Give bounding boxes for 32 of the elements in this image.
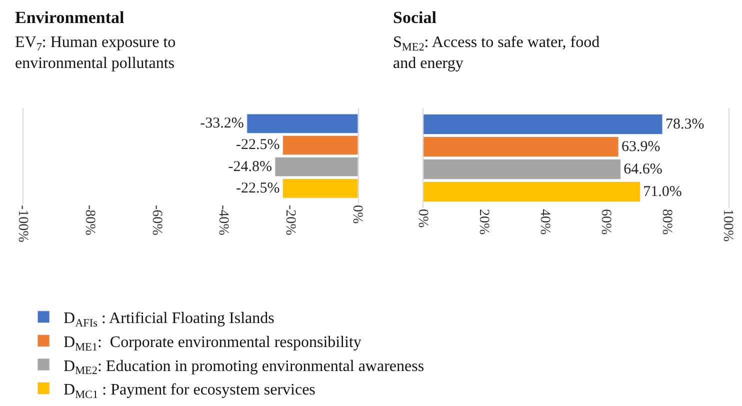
chart-subtitle: S$_{ME2}$: Access to safe water, food and energy <box>393 34 600 72</box>
bar <box>423 114 663 134</box>
x-tick-label: 60% <box>598 209 614 235</box>
data-label: 71.0% <box>643 184 682 200</box>
x-tick-label: 40% <box>536 209 552 235</box>
x-tick-label: -40% <box>216 205 231 236</box>
data-label: 64.6% <box>624 161 662 178</box>
data-label: -22.5% <box>236 137 280 154</box>
x-tick-label: -100% <box>14 205 30 243</box>
data-label: -22.5% <box>236 180 280 196</box>
x-tick-label: -60% <box>148 205 164 236</box>
x-tick-label: 20% <box>476 209 491 235</box>
bar <box>423 159 621 180</box>
chart-title: Social <box>393 8 437 27</box>
bar <box>423 182 640 202</box>
x-tick-label: -80% <box>82 205 97 236</box>
chart-subtitle: EV$_{7}$: Human exposure to environmental pollutants <box>15 34 176 72</box>
x-tick-label: 0% <box>414 209 430 228</box>
data-label: 78.3% <box>665 116 704 132</box>
legend-label: D$_{ME2}$: Education in promoting environmental awareness <box>64 358 424 378</box>
chart-title: Environmental <box>15 8 125 27</box>
data-label: -33.2% <box>200 116 244 132</box>
x-tick-label: 100% <box>720 209 736 242</box>
bar <box>423 136 619 157</box>
legend-label: D$_{MC1}$ : Payment for ecosystem services <box>64 382 316 401</box>
x-tick-label: 80% <box>659 209 674 235</box>
x-tick-label: 0% <box>349 205 364 224</box>
x-tick-label: -20% <box>282 205 298 236</box>
data-label: 63.9% <box>622 138 660 155</box>
data-label: -24.8% <box>228 158 272 175</box>
legend-label: D$_{ME1}$: Corporate environmental responsibility <box>64 334 362 354</box>
legend-label: D$_{AFIs}$ : Artificial Floating Islands <box>64 310 274 330</box>
